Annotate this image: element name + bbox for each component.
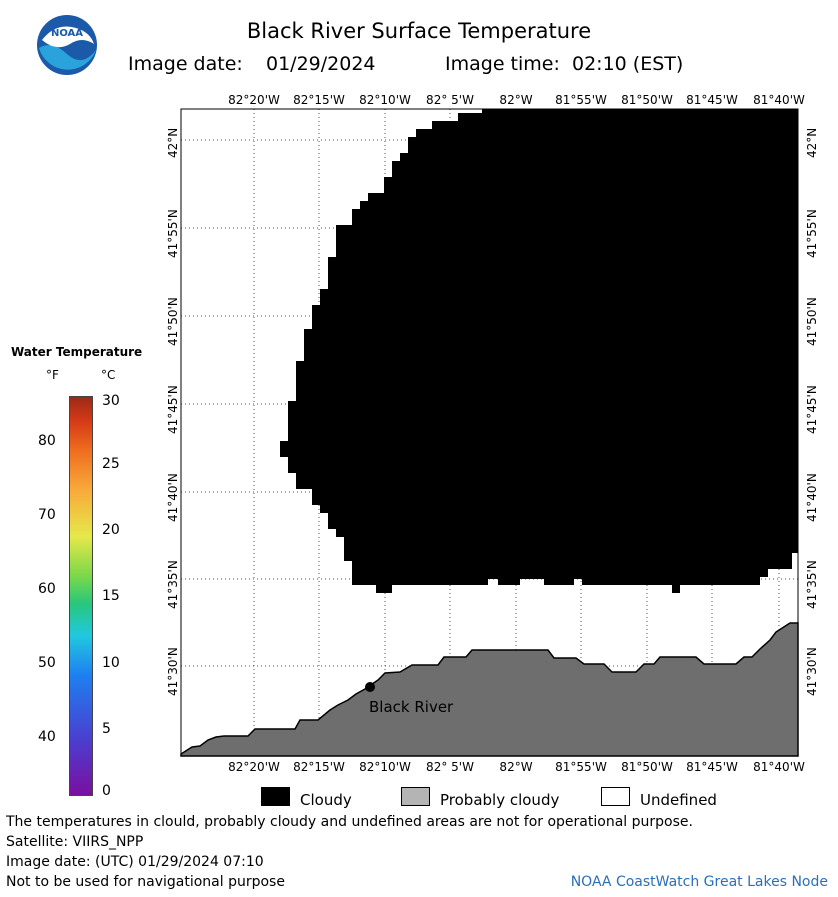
lon-label-top: 82°20'W — [228, 93, 280, 107]
navigation-warning: Not to be used for navigational purpose — [6, 874, 285, 890]
logo-text: NOAA — [51, 28, 83, 39]
lon-label-top: 81°45'W — [686, 93, 738, 107]
lat-label-left: 41°45'N — [166, 385, 180, 434]
legend-tick-c: 30 — [102, 393, 120, 409]
lat-label-right: 42°N — [805, 127, 819, 158]
temperature-colorbar — [69, 396, 93, 796]
satellite-text: Satellite: VIIRS_NPP — [6, 834, 144, 850]
disclaimer-text: The temperatures in clould, probably clo… — [6, 814, 693, 830]
legend-title: Water Temperature — [11, 345, 143, 359]
lat-label-right: 41°35'N — [805, 560, 819, 609]
image-time-label: Image time: — [445, 53, 560, 75]
lat-label-right: 41°50'N — [805, 297, 819, 346]
place-label: Black River — [369, 698, 454, 716]
lat-label-right: 41°40'N — [805, 473, 819, 522]
lat-label-right: 41°45'N — [805, 385, 819, 434]
lat-label-right: 41°30'N — [805, 647, 819, 696]
undefined-swatch — [601, 787, 630, 806]
probably-cloudy-swatch — [401, 787, 430, 806]
lon-label-top: 81°50'W — [621, 93, 673, 107]
lat-label-left: 41°55'N — [166, 209, 180, 258]
lon-label-top: 82°15'W — [293, 93, 345, 107]
noaa-logo: NOAA — [37, 15, 97, 75]
lon-label-bottom: 81°50'W — [621, 760, 673, 774]
legend-tick-f: 40 — [38, 729, 56, 745]
legend-tick-f: 80 — [38, 433, 56, 449]
legend-unit-f: °F — [46, 368, 59, 382]
lat-label-left: 41°40'N — [166, 473, 180, 522]
lat-label-left: 41°30'N — [166, 647, 180, 696]
cloudy-label: Cloudy — [300, 791, 352, 809]
image-date-value: 01/29/2024 — [266, 53, 376, 75]
cloudy-swatch — [261, 787, 290, 806]
legend-tick-c: 0 — [102, 783, 111, 799]
legend-unit-c: °C — [101, 368, 116, 382]
image-time-value: 02:10 (EST) — [572, 53, 684, 75]
lon-label-bottom: 81°55'W — [555, 760, 607, 774]
lon-label-bottom: 81°45'W — [686, 760, 738, 774]
lon-label-top: 81°40'W — [753, 93, 805, 107]
legend-tick-f: 60 — [38, 581, 56, 597]
lon-label-top: 82°W — [499, 93, 533, 107]
lon-label-bottom: 82°W — [499, 760, 533, 774]
image-date-label: Image date: — [128, 53, 243, 75]
lat-label-left: 41°35'N — [166, 560, 180, 609]
lat-label-left: 41°50'N — [166, 297, 180, 346]
legend-tick-c: 25 — [102, 456, 120, 472]
legend-tick-c: 5 — [102, 721, 111, 737]
lat-label-left: 42°N — [166, 127, 180, 158]
lat-label-right: 41°55'N — [805, 209, 819, 258]
legend-tick-f: 50 — [38, 655, 56, 671]
cloudy-area — [280, 109, 798, 593]
legend-tick-c: 20 — [102, 522, 120, 538]
lon-label-top: 82° 5'W — [426, 93, 474, 107]
lon-label-top: 81°55'W — [555, 93, 607, 107]
land-area — [180, 622, 799, 757]
lon-label-bottom: 82°10'W — [359, 760, 411, 774]
legend-tick-c: 15 — [102, 588, 120, 604]
lon-label-bottom: 81°40'W — [753, 760, 805, 774]
utc-date-text: Image date: (UTC) 01/29/2024 07:10 — [6, 854, 264, 870]
lon-label-bottom: 82° 5'W — [426, 760, 474, 774]
undefined-label: Undefined — [640, 791, 717, 809]
probably-cloudy-label: Probably cloudy — [440, 791, 560, 809]
lon-label-top: 82°10'W — [359, 93, 411, 107]
legend-tick-f: 70 — [38, 507, 56, 523]
lon-label-bottom: 82°20'W — [228, 760, 280, 774]
page-title: Black River Surface Temperature — [246, 19, 592, 43]
map-frame — [180, 108, 799, 757]
lon-label-bottom: 82°15'W — [293, 760, 345, 774]
black-river-marker — [365, 682, 375, 692]
legend-tick-c: 10 — [102, 655, 120, 671]
credit-text: NOAA CoastWatch Great Lakes Node — [570, 874, 828, 890]
